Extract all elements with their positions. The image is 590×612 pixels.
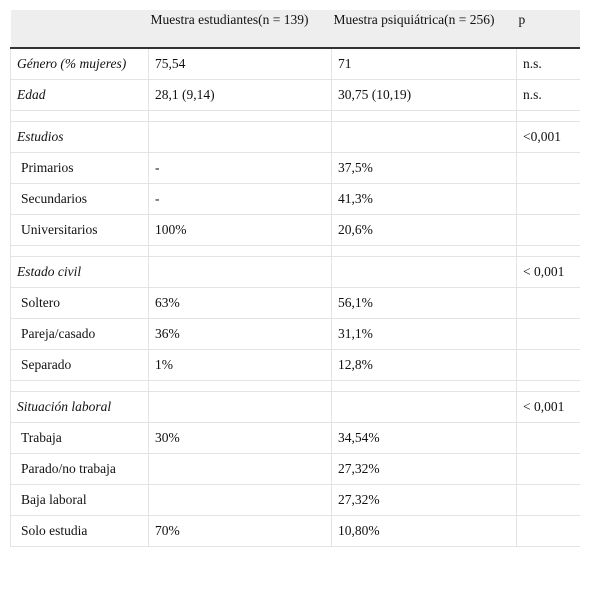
- cell: 75,54: [148, 47, 332, 80]
- cell: [148, 256, 332, 288]
- row-label: Baja laboral: [10, 484, 149, 516]
- table-row: Edad 28,1 (9,14) 30,75 (10,19) n.s.: [10, 79, 580, 111]
- cell: [516, 318, 580, 350]
- cell: 100%: [148, 214, 332, 246]
- spacer-cell: [148, 110, 332, 122]
- table-row: Estudios <0,001: [10, 121, 580, 153]
- table-row: Estado civil < 0,001: [10, 256, 580, 288]
- spacer-cell: [331, 380, 517, 392]
- row-label: Edad: [10, 79, 149, 111]
- cell: [148, 121, 332, 153]
- table-row: Universitarios 100% 20,6%: [10, 214, 580, 246]
- cell: [516, 422, 580, 454]
- row-label: Secundarios: [10, 183, 149, 215]
- spacer-cell: [148, 245, 332, 257]
- spacer-cell: [331, 245, 517, 257]
- cell: [516, 183, 580, 215]
- cell: 27,32%: [331, 453, 517, 485]
- cell: 71: [331, 47, 517, 80]
- cell: 70%: [148, 515, 332, 547]
- table-row: Secundarios -41,3%: [10, 183, 580, 215]
- cell: [516, 152, 580, 184]
- row-label: Estado civil: [10, 256, 149, 288]
- header-cell: p: [516, 10, 580, 49]
- cell: [516, 515, 580, 547]
- cell: -: [148, 183, 332, 215]
- header-cell: [10, 10, 149, 49]
- cell: 31,1%: [331, 318, 517, 350]
- cell: 10,80%: [331, 515, 517, 547]
- header-row: Muestra estudiantes(n = 139) Muestra psi…: [10, 10, 580, 49]
- row-label: Pareja/casado: [10, 318, 149, 350]
- cell: [148, 453, 332, 485]
- spacer-cell: [516, 245, 580, 257]
- row-label: Trabaja: [10, 422, 149, 454]
- spacer-row: [10, 110, 580, 122]
- table-row: Soltero 63% 56,1%: [10, 287, 580, 319]
- cell: < 0,001: [516, 391, 580, 423]
- table-row: Parado/no trabaja 27,32%: [10, 453, 580, 485]
- row-label: Universitarios: [10, 214, 149, 246]
- table-row: Primarios -37,5%: [10, 152, 580, 184]
- table-row: Género (% mujeres) 75,54 71 n.s.: [10, 47, 580, 80]
- row-label: Primarios: [10, 152, 149, 184]
- cell: 36%: [148, 318, 332, 350]
- spacer-cell: [148, 380, 332, 392]
- cell: -: [148, 152, 332, 184]
- table-row: Situación laboral < 0,001: [10, 391, 580, 423]
- table-row: Baja laboral 27,32%: [10, 484, 580, 516]
- cell: 28,1 (9,14): [148, 79, 332, 111]
- cell: 12,8%: [331, 349, 517, 381]
- cell: 56,1%: [331, 287, 517, 319]
- cell: [516, 349, 580, 381]
- cell: [331, 391, 517, 423]
- spacer-row: [10, 245, 580, 257]
- cell: 37,5%: [331, 152, 517, 184]
- header-cell: Muestra estudiantes(n = 139): [148, 10, 332, 49]
- cell: [148, 391, 332, 423]
- cell: [148, 484, 332, 516]
- cell: 34,54%: [331, 422, 517, 454]
- header-cell: Muestra psiquiátrica(n = 256): [331, 10, 517, 49]
- spacer-row: [10, 380, 580, 392]
- row-label: Separado: [10, 349, 149, 381]
- spacer-cell: [10, 110, 149, 122]
- spacer-cell: [331, 110, 517, 122]
- cell: n.s.: [516, 79, 580, 111]
- cell: n.s.: [516, 47, 580, 80]
- row-label: Solo estudia: [10, 515, 149, 547]
- cell: 63%: [148, 287, 332, 319]
- cell: 30%: [148, 422, 332, 454]
- spacer-cell: [10, 380, 149, 392]
- row-label: Situación laboral: [10, 391, 149, 423]
- table-row: Trabaja 30% 34,54%: [10, 422, 580, 454]
- cell: [516, 453, 580, 485]
- cell: [516, 484, 580, 516]
- cell: 1%: [148, 349, 332, 381]
- cell: 27,32%: [331, 484, 517, 516]
- data-table: Muestra estudiantes(n = 139) Muestra psi…: [10, 10, 580, 547]
- row-label: Parado/no trabaja: [10, 453, 149, 485]
- row-label: Género (% mujeres): [10, 47, 149, 80]
- cell: [516, 214, 580, 246]
- cell: 20,6%: [331, 214, 517, 246]
- cell: [331, 121, 517, 153]
- table-container: Muestra estudiantes(n = 139) Muestra psi…: [10, 10, 580, 601]
- row-label: Estudios: [10, 121, 149, 153]
- table-row: Separado 1% 12,8%: [10, 349, 580, 381]
- cell: 30,75 (10,19): [331, 79, 517, 111]
- table-row: Pareja/casado 36% 31,1%: [10, 318, 580, 350]
- cell: [516, 287, 580, 319]
- row-label: Soltero: [10, 287, 149, 319]
- table-row: Solo estudia 70% 10,80%: [10, 515, 580, 547]
- spacer-cell: [10, 245, 149, 257]
- spacer-cell: [516, 110, 580, 122]
- cell: 41,3%: [331, 183, 517, 215]
- spacer-cell: [516, 380, 580, 392]
- cell: [331, 256, 517, 288]
- cell: <0,001: [516, 121, 580, 153]
- cell: < 0,001: [516, 256, 580, 288]
